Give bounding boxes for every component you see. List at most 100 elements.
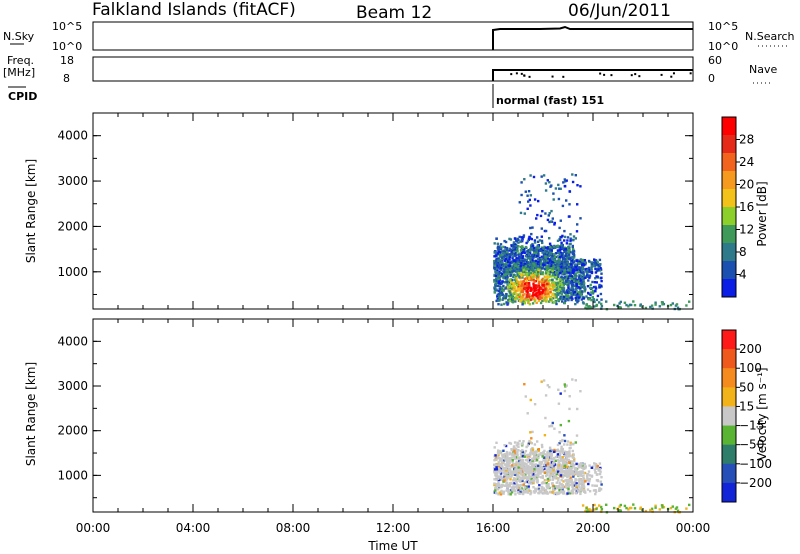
power-pixel: [559, 219, 562, 222]
velocity-pixel: [558, 486, 561, 489]
power-pixel: [546, 269, 549, 272]
power-pixel: [556, 259, 559, 263]
power-pixel: [571, 255, 574, 258]
power-pixel: [544, 255, 547, 258]
velocity-pixel: [502, 461, 505, 464]
velocity-pixel: [512, 477, 516, 480]
velocity-pixel: [506, 459, 509, 462]
velocity-pixel: [548, 478, 552, 482]
power-pixel: [509, 267, 512, 270]
velocity-pixel: [565, 478, 568, 482]
velocity-pixel: [539, 465, 542, 468]
power-pixel: [529, 194, 532, 197]
power-pixel: [494, 285, 497, 289]
velocity-pixel: [613, 506, 616, 510]
velocity-pixel: [627, 508, 630, 511]
power-pixel: [591, 295, 594, 299]
power-pixel: [522, 235, 525, 239]
power-pixel: [529, 265, 532, 268]
velocity-pixel: [529, 448, 533, 451]
power-pixel: [543, 253, 546, 257]
power-pixel: [567, 263, 571, 266]
velocity-pixel: [554, 486, 557, 490]
velocity-pixel: [520, 472, 523, 476]
power-pixel: [502, 257, 505, 260]
power-pixel: [535, 295, 538, 298]
power-pixel: [501, 293, 504, 296]
power-pixel: [577, 298, 580, 301]
power-pixel: [575, 296, 579, 299]
power-pixel: [502, 276, 505, 279]
power-pixel: [561, 278, 565, 281]
power-pixel: [549, 290, 552, 293]
velocity-pixel: [500, 485, 503, 488]
nave-dot: [634, 73, 637, 76]
velocity-pixel: [538, 472, 541, 475]
power-pixel: [507, 294, 510, 298]
power-pixel: [495, 288, 498, 291]
power-pixel: [569, 267, 572, 271]
velocity-pixel: [517, 457, 520, 461]
power-pixel: [559, 238, 562, 242]
power-pixel: [514, 243, 517, 246]
power-pixel: [579, 289, 582, 292]
power-pixel: [495, 277, 498, 280]
power-pixel: [563, 229, 566, 233]
velocity-pixel: [537, 474, 540, 477]
power-pixel: [530, 298, 533, 301]
power-pixel: [565, 263, 569, 267]
velocity-pixel: [623, 504, 627, 508]
velocity-pixel: [497, 477, 500, 481]
velocity-pixel: [553, 427, 556, 430]
power-pixel: [495, 262, 498, 265]
power-pixel: [541, 271, 544, 274]
power-pixel: [588, 297, 592, 300]
velocity-pixel: [565, 481, 569, 484]
velocity-pixel: [531, 430, 534, 434]
power-pixel: [571, 244, 574, 248]
velocity-pixel: [574, 441, 577, 444]
power-pixel: [553, 295, 556, 298]
velocity-pixel: [530, 442, 533, 445]
velocity-pixel: [508, 490, 511, 494]
power-pixel: [549, 252, 553, 255]
velocity-pixel: [526, 444, 530, 447]
velocity-pixel: [517, 449, 520, 452]
velocity-pixel: [493, 468, 497, 471]
power-pixel: [510, 245, 514, 248]
velocity-pixel: [581, 470, 584, 473]
power-pixel: [598, 269, 602, 272]
velocity-pixel: [574, 467, 577, 470]
power-pixel: [600, 272, 603, 275]
velocity-pixel: [588, 510, 591, 513]
power-pixel: [583, 290, 587, 293]
velocity-pixel: [561, 485, 565, 488]
power-ytick-label: 2000: [57, 219, 88, 233]
power-pixel: [546, 252, 549, 255]
power-pixel: [505, 265, 508, 268]
velocity-pixel: [516, 469, 519, 473]
power-pixel: [675, 303, 679, 306]
velocity-pixel: [546, 469, 549, 472]
power-pixel: [495, 281, 498, 284]
power-pixel: [567, 286, 570, 289]
velocity-pixel: [545, 490, 549, 494]
velocity-pixel: [495, 458, 498, 461]
power-pixel: [525, 258, 528, 261]
power-pixel: [676, 306, 680, 309]
power-pixel: [512, 248, 515, 251]
power-pixel: [551, 301, 554, 304]
velocity-pixel: [501, 454, 504, 457]
power-pixel: [516, 287, 520, 290]
power-pixel: [540, 246, 543, 249]
power-pixel: [537, 199, 540, 203]
velocity-pixel: [561, 449, 564, 452]
power-pixel: [587, 298, 590, 301]
power-pixel: [542, 259, 546, 263]
velocity-pixel: [541, 465, 544, 469]
power-pixel: [517, 268, 521, 271]
power-pixel: [575, 259, 579, 263]
velocity-pixel: [530, 474, 534, 477]
power-pixel: [509, 278, 512, 281]
power-pixel: [570, 275, 573, 278]
